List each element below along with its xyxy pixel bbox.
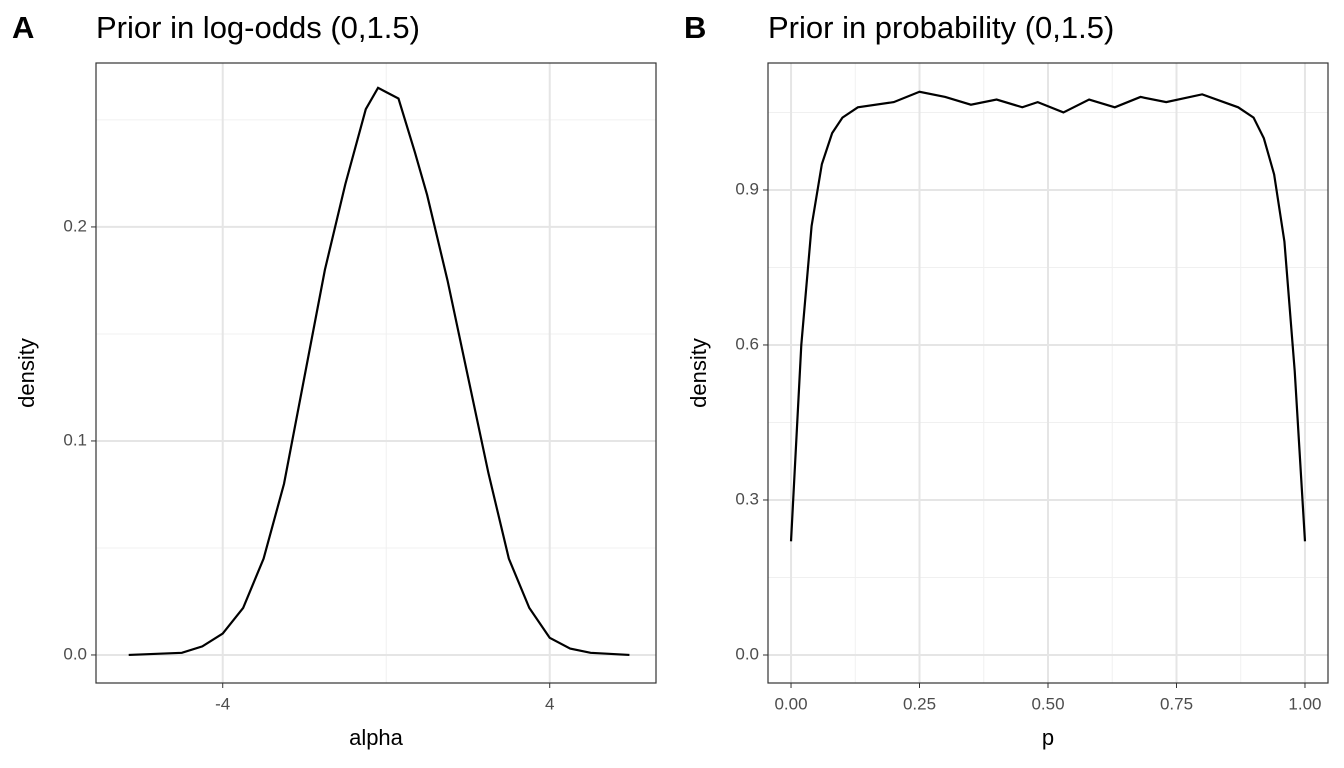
x-tick-label: 4 xyxy=(545,694,554,713)
density-line xyxy=(789,90,1307,542)
y-axis-label: density xyxy=(686,338,711,408)
y-tick-label: 0.6 xyxy=(735,334,759,353)
y-tick-label: 0.0 xyxy=(735,644,759,663)
x-tick-label: 0.25 xyxy=(903,694,936,713)
panel-border xyxy=(95,62,657,684)
y-axis-label: density xyxy=(14,338,39,408)
x-tick-label: 0.75 xyxy=(1160,694,1193,713)
x-axis-label: alpha xyxy=(349,725,404,750)
y-tick-label: 0.0 xyxy=(63,644,87,663)
y-tick-label: 0.2 xyxy=(63,216,87,235)
panel-border xyxy=(767,62,1329,684)
x-tick-label: -4 xyxy=(215,694,230,713)
x-tick-label: 0.00 xyxy=(774,694,807,713)
x-axis-label: p xyxy=(1042,725,1054,750)
panel-label: B xyxy=(684,10,706,45)
y-tick-label: 0.1 xyxy=(63,430,87,449)
x-tick-label: 0.50 xyxy=(1031,694,1064,713)
chart-title: Prior in probability (0,1.5) xyxy=(768,10,1114,45)
chart-title: Prior in log-odds (0,1.5) xyxy=(96,10,420,45)
density-line xyxy=(128,86,630,657)
panel-label: A xyxy=(12,10,34,45)
y-tick-label: 0.9 xyxy=(735,179,759,198)
x-tick-label: 1.00 xyxy=(1288,694,1321,713)
y-tick-label: 0.3 xyxy=(735,489,759,508)
